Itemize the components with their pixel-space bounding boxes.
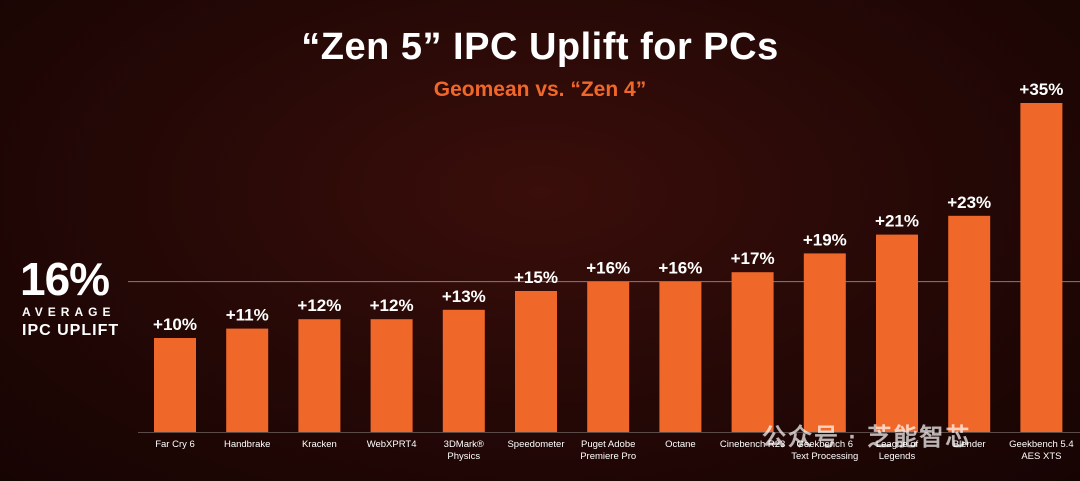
category-label: Handbrake [224, 439, 270, 450]
bar [803, 253, 846, 432]
category-label: Text Processing [791, 451, 858, 462]
category-label: 3DMark® [444, 439, 484, 450]
category-label: Puget Adobe [581, 439, 635, 450]
bar [876, 234, 918, 432]
bar [154, 338, 196, 432]
bar-value-label: +16% [586, 259, 630, 278]
watermark: 公众号 · 芝能智芯 [762, 424, 972, 451]
category-label: Geekbench 6 [797, 439, 854, 450]
bar-value-label: +35% [1019, 80, 1063, 99]
category-label: Kracken [302, 439, 337, 450]
bar [442, 309, 485, 432]
bar-value-label: +19% [803, 230, 847, 249]
bar-value-label: +21% [875, 212, 919, 231]
category-label: Geekbench 5.4 [1009, 439, 1073, 450]
category-label: AES XTS [1021, 451, 1061, 462]
category-label: Premiere Pro [580, 451, 636, 462]
bar [298, 319, 341, 432]
category-label: League of [876, 439, 919, 450]
bar-value-label: +15% [514, 268, 558, 287]
bar [731, 272, 774, 432]
bar-value-label: +13% [442, 287, 486, 306]
bar-value-label: +12% [370, 296, 414, 315]
bar [515, 291, 557, 432]
category-label: Physics [447, 451, 480, 462]
chart-subtitle: Geomean vs. “Zen 4” [433, 78, 647, 101]
bar [226, 328, 269, 432]
category-label: Far Cry 6 [155, 439, 195, 450]
bar-value-label: +23% [947, 193, 991, 212]
bar-value-label: +10% [153, 315, 197, 334]
bar [659, 281, 702, 432]
average-value: 16% [20, 253, 110, 305]
bar-value-label: +17% [731, 249, 775, 268]
bar [948, 215, 991, 432]
category-label: Cinebench R23 [720, 439, 786, 450]
bar [1020, 103, 1063, 432]
category-label: Octane [665, 439, 696, 450]
bar-value-label: +11% [226, 306, 269, 325]
category-label: Legends [879, 451, 916, 462]
bar [587, 281, 630, 432]
category-label: WebXPRT4 [367, 439, 417, 450]
bar-value-label: +16% [658, 259, 702, 278]
bar-value-label: +12% [297, 296, 341, 315]
category-label: Blender [953, 439, 986, 450]
average-word: AVERAGE [22, 305, 116, 319]
chart-title: “Zen 5” IPC Uplift for PCs [301, 26, 779, 68]
average-label: IPC UPLIFT [22, 322, 120, 339]
bar [370, 319, 413, 432]
category-label: Speedometer [507, 439, 564, 450]
